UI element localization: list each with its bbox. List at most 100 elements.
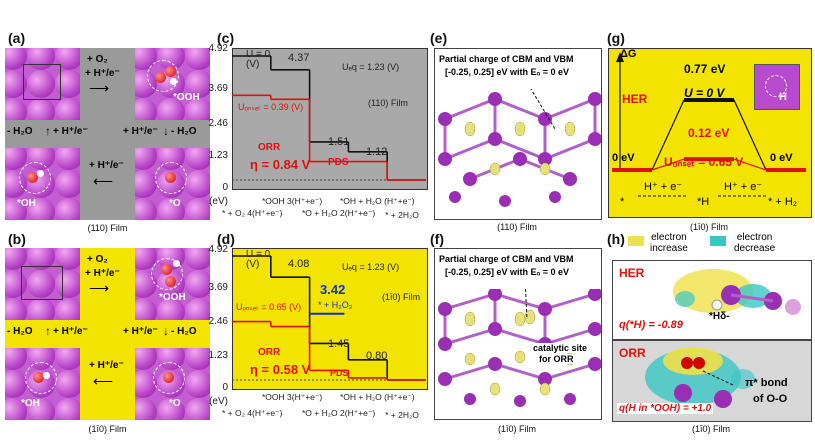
f-line1: Partial charge of CBM and VBM — [439, 254, 574, 264]
d-ytick-0: 4.92 — [208, 244, 228, 255]
panel-label-g: (g) — [607, 30, 625, 46]
c-ytick-3: 1.23 — [208, 150, 228, 161]
panel-label-d: (d) — [217, 231, 235, 247]
slab-top-left — [5, 48, 80, 120]
g-onset-label: Uₒₙₛₑₜ = 0.65 V — [664, 155, 744, 169]
g-zero-left: 0 eV — [612, 152, 635, 164]
b-left-arrow-icon: ↑ — [45, 324, 51, 338]
slab-b-top-left — [5, 248, 80, 320]
d-eta-label: η = 0.58 V — [250, 362, 311, 377]
c-orr-label: ORR — [258, 142, 281, 153]
panel-h-caption: (1ī0) Film — [692, 424, 730, 434]
slab-b-top-right: *OOH — [135, 248, 210, 320]
c-onset-label: Uₒₙₛₑₜ = 0.39 (V) — [238, 102, 304, 112]
panel-a-caption: (110) Film — [87, 223, 128, 233]
d-step-label-1: 1.45 — [328, 338, 350, 350]
slab-b-bottom-left: *OH — [5, 348, 80, 420]
slab-top-right: *OOH — [135, 48, 210, 120]
chart-d-svg — [232, 255, 426, 381]
d-ylabel: (eV) — [209, 396, 228, 407]
g-ylabel: ΔG — [620, 48, 637, 60]
h-legend-increase: electron increase — [650, 232, 688, 254]
chart-d-area — [232, 248, 428, 390]
e-slab-image — [438, 89, 601, 207]
panel-g-caption: (1ī0) Film — [690, 222, 728, 232]
c-eta-label: η = 0.84 V — [250, 157, 311, 172]
b-ooh-label: *OOH — [159, 292, 186, 303]
d-pds-label: PDS — [330, 368, 349, 378]
panel-f-box: Partial charge of CBM and VBM [-0.25, 0.… — [434, 248, 602, 420]
c-ylabel: (eV) — [209, 196, 228, 207]
b-left-label2: + H⁺/e⁻ — [53, 326, 88, 337]
panel-label-b: (b) — [8, 231, 26, 247]
g-series0-connector-0 — [651, 99, 685, 171]
g-mid-label: 0.12 eV — [688, 126, 730, 140]
h-of-oo: of O-O — [753, 393, 788, 405]
d-xtick-3: *OH + H₂O (H⁺+e⁻) — [340, 392, 415, 402]
chart-c-area — [232, 48, 428, 190]
d-step-label-0: 4.08 — [288, 258, 310, 270]
b-top-arrow-icon: ⟶ — [89, 280, 110, 296]
b-bottom-arrow-icon: ⟵ — [93, 373, 114, 389]
c-ytick-0: 4.92 — [208, 43, 228, 54]
d-u0-label: U = 0 (V) — [246, 249, 271, 270]
h-legend-decrease: electron decrease — [734, 232, 775, 254]
h-legend-decrease-swatch — [710, 236, 726, 246]
a-bottom-arrow-icon: ⟵ — [93, 173, 114, 189]
c-u0-label: U = 0 (V) — [246, 49, 271, 70]
f-site-label2: for ORR — [537, 354, 576, 364]
panel-label-f: (f) — [430, 231, 444, 247]
c-ytick-4: 0 — [222, 182, 228, 193]
c-xtick-1: *OOH 3(H⁺+e⁻) — [262, 196, 323, 206]
h-legend1b: increase — [650, 243, 688, 254]
a-left-label: - H₂O — [7, 126, 33, 137]
c-xtick-0: * + O₂ 4(H⁺+e⁻) — [222, 208, 283, 218]
d-orr-label: ORR — [258, 347, 281, 358]
c-ueq-label: Uₑq = 1.23 (V) — [342, 62, 400, 72]
d-xtick-0: * + O₂ 4(H⁺+e⁻) — [222, 408, 283, 418]
panel-label-h: (h) — [607, 231, 625, 247]
g-step2: H⁺ + e⁻ — [724, 181, 763, 193]
h-h-delta: *Hδ- — [709, 311, 730, 322]
a-right-arrow-icon: ↓ — [163, 124, 169, 138]
a-bottom-label: + H⁺/e⁻ — [89, 160, 124, 171]
b-left-label: - H₂O — [7, 326, 33, 337]
b-right-arrow-icon: ↓ — [163, 324, 169, 338]
chart-c-svg — [232, 55, 426, 181]
b-top-arrow-label2: + H⁺/e⁻ — [85, 268, 120, 279]
b-right-label2: - H₂O — [171, 326, 197, 337]
b-bottom-label: + H⁺/e⁻ — [89, 360, 124, 371]
h-q-her: q(*H) = -0.89 — [619, 319, 683, 331]
d-ytick-4: 0 — [222, 382, 228, 393]
c-xtick-3: *OH + H₂O (H⁺+e⁻) — [340, 196, 415, 206]
d-h2o2-label: * + H₂O₂ — [318, 300, 353, 310]
a-left-label2: + H⁺/e⁻ — [53, 126, 88, 137]
c-ytick-1: 3.69 — [208, 83, 228, 94]
h-legend2b: decrease — [734, 243, 776, 254]
panel-label-e: (e) — [430, 30, 448, 46]
c-step-label-2: 1.12 — [366, 146, 388, 158]
g-inset-image: H — [754, 64, 800, 110]
h-her-image — [673, 269, 801, 315]
h-pi-bond: π* bond — [745, 377, 788, 389]
chart-g-svg — [612, 52, 806, 197]
d-ytick-2: 2.46 — [208, 316, 228, 327]
h-her-label: HER — [619, 266, 645, 280]
panel-b-cycle: *OOH *OH *O + O₂ + H⁺/e⁻ ⟶ - H₂O ↑ + H⁺/… — [5, 248, 210, 420]
f-site-label1: catalytic site — [531, 343, 590, 353]
h-legend-increase-swatch — [628, 236, 644, 246]
g-zero-right: 0 eV — [770, 152, 793, 164]
o-label: *O — [169, 198, 181, 209]
g-top-label: 0.77 eV — [684, 62, 726, 76]
panel-b-caption: (1ī0) Film — [88, 424, 127, 434]
g-x2: *H — [697, 196, 710, 208]
h-legend1: electron — [651, 232, 687, 243]
d-h2o2-value: 3.42 — [320, 282, 346, 297]
b-o-label: *O — [169, 398, 181, 409]
panel-a-cycle: *OOH *OH *O + O₂ + H⁺/e⁻ ⟶ - H₂O ↑ + H⁺/… — [5, 48, 210, 220]
d-film-label: (1ī0) Film — [382, 292, 420, 302]
d-ueq-label: Uₑq = 1.23 (V) — [342, 262, 400, 272]
panel-label-c: (c) — [217, 30, 235, 46]
g-step1: H⁺ + e⁻ — [644, 181, 683, 193]
h-legend2: electron — [736, 232, 773, 243]
